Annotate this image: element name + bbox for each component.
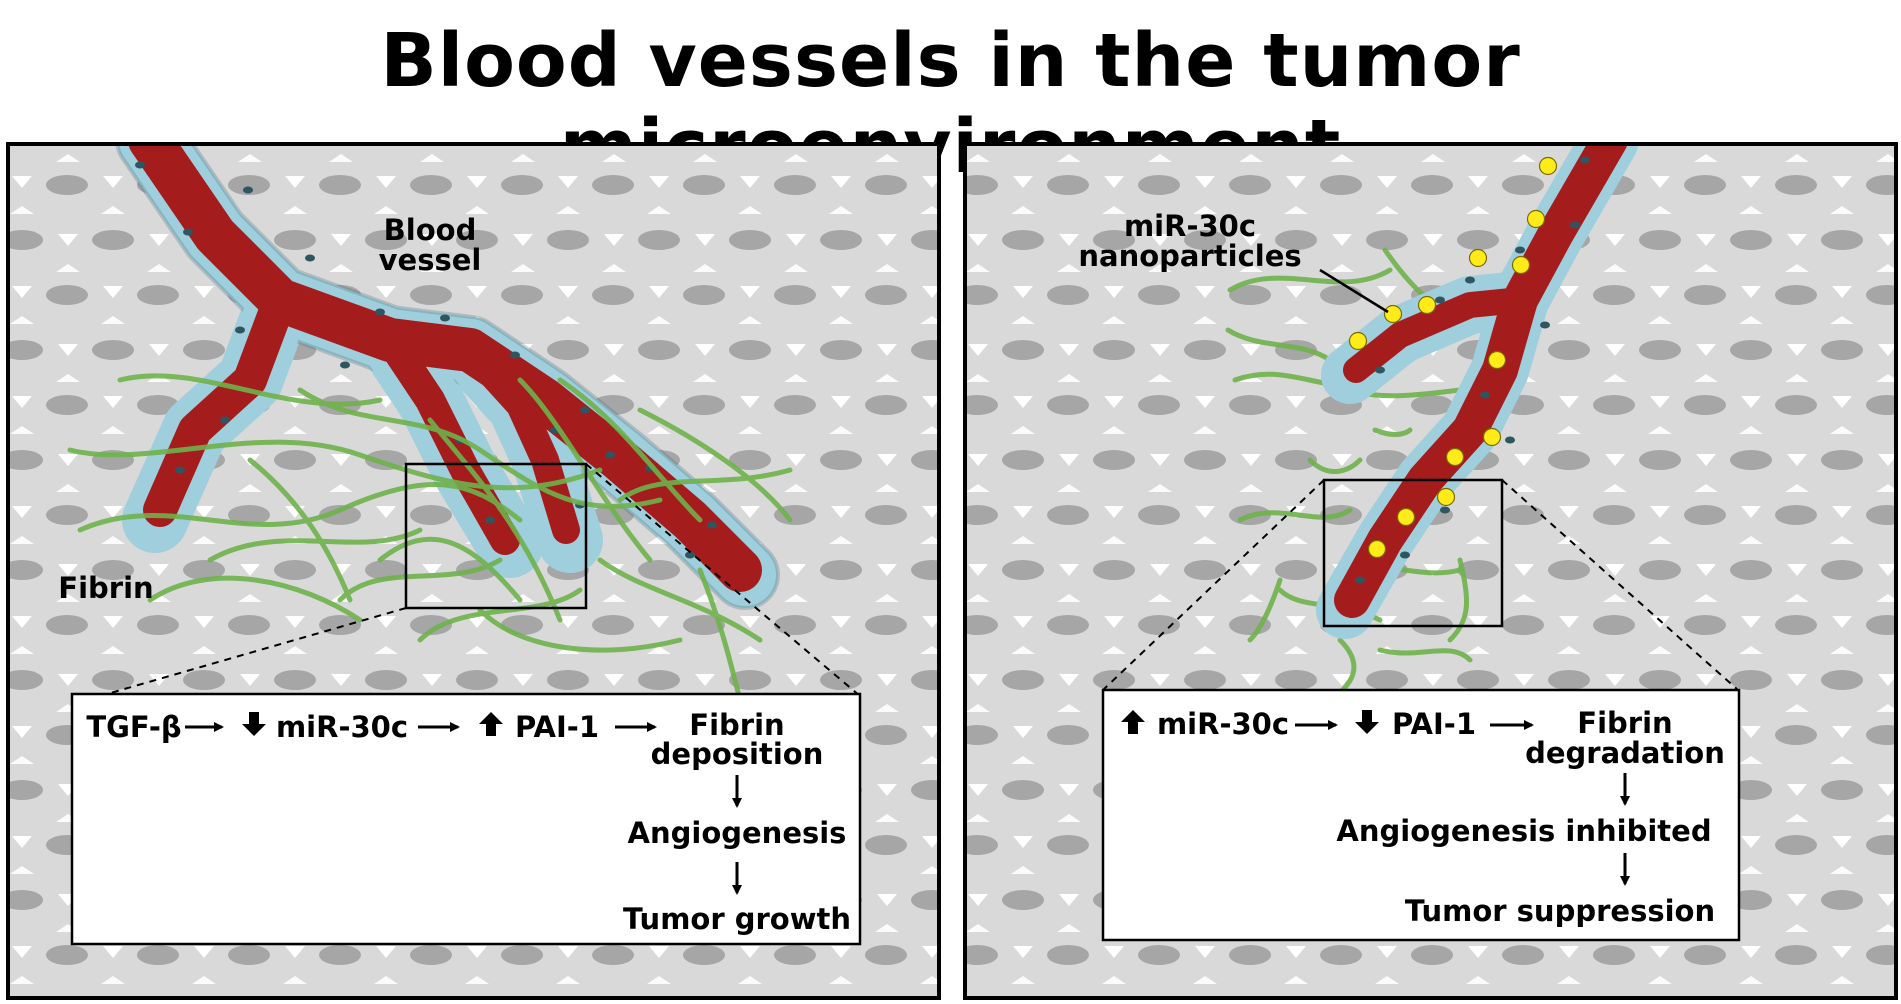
blood-vessel-label-line2: vessel bbox=[379, 243, 482, 277]
right-blood-vessel bbox=[1316, 146, 1639, 639]
right-step-angiogenesis-inhibited: Angiogenesis inhibited bbox=[1336, 814, 1711, 848]
right-zoom-line-right bbox=[1501, 479, 1739, 691]
nanoparticle bbox=[1396, 507, 1416, 527]
nanoparticle-label-line1: miR-30c bbox=[1124, 209, 1256, 243]
left-panel: Blood vessel Fibrin TGF-β miR-30c PAI-1 … bbox=[6, 142, 941, 1000]
right-zoom-box bbox=[1322, 478, 1504, 628]
left-step-mir30c: miR-30c bbox=[276, 710, 408, 744]
nanoparticle-label-line2: nanoparticles bbox=[1078, 239, 1301, 273]
down-arrow-icon bbox=[1355, 710, 1379, 734]
nanoparticle bbox=[1367, 539, 1387, 559]
right-pathway-box: miR-30c PAI-1 Fibrin degradation Angioge… bbox=[1101, 688, 1741, 942]
left-step-angiogenesis: Angiogenesis bbox=[628, 816, 847, 850]
left-step-fibrin: Fibrin bbox=[689, 708, 784, 742]
nanoparticle bbox=[1436, 487, 1456, 507]
right-step-degradation: degradation bbox=[1525, 736, 1725, 770]
nanoparticle bbox=[1538, 156, 1558, 176]
nanoparticle-leader-line bbox=[1319, 268, 1389, 314]
nanoparticle bbox=[1383, 304, 1403, 324]
left-step-pai1: PAI-1 bbox=[515, 710, 599, 744]
right-step-pai1: PAI-1 bbox=[1392, 707, 1476, 741]
nanoparticle bbox=[1445, 447, 1465, 467]
up-arrow-icon bbox=[479, 712, 503, 736]
left-step-tgf-beta: TGF-β bbox=[86, 710, 181, 744]
nanoparticle bbox=[1482, 427, 1502, 447]
fibrin-label: Fibrin bbox=[58, 571, 153, 605]
blood-vessel-label-line1: Blood bbox=[384, 213, 477, 247]
left-step-deposition: deposition bbox=[651, 737, 824, 771]
nanoparticle bbox=[1511, 255, 1531, 275]
left-zoom-box bbox=[404, 462, 588, 610]
left-fibrin-network bbox=[67, 373, 793, 703]
right-step-mir30c: miR-30c bbox=[1157, 707, 1289, 741]
left-step-tumor-growth: Tumor growth bbox=[623, 902, 851, 936]
right-panel: miR-30c nanoparticles miR-30c PAI-1 Fibr… bbox=[963, 142, 1898, 1000]
nanoparticle bbox=[1468, 248, 1488, 268]
left-pathway-box: TGF-β miR-30c PAI-1 Fibrin deposition An… bbox=[70, 692, 862, 946]
left-zoom-line-right bbox=[585, 463, 861, 697]
up-arrow-icon bbox=[1121, 710, 1145, 734]
nanoparticle bbox=[1487, 350, 1507, 370]
left-zoom-line-left bbox=[99, 607, 407, 697]
right-step-fibrin: Fibrin bbox=[1577, 706, 1672, 740]
right-step-tumor-suppression: Tumor suppression bbox=[1405, 894, 1715, 928]
nanoparticles bbox=[1348, 156, 1558, 559]
nanoparticle bbox=[1417, 295, 1437, 315]
nanoparticle bbox=[1526, 209, 1546, 229]
nanoparticle bbox=[1348, 331, 1368, 351]
down-arrow-icon bbox=[242, 712, 266, 736]
